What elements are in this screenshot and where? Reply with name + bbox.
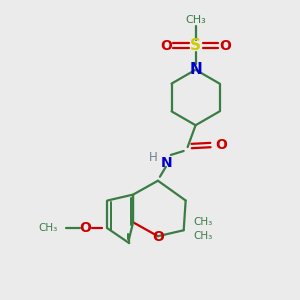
Text: CH₃: CH₃	[185, 15, 206, 25]
Text: H: H	[149, 152, 158, 164]
Text: O: O	[215, 138, 227, 152]
Text: S: S	[190, 38, 201, 53]
Text: N: N	[161, 156, 173, 170]
Text: O: O	[219, 39, 231, 53]
Text: O: O	[80, 221, 92, 235]
Text: N: N	[189, 62, 202, 77]
Text: O: O	[160, 39, 172, 53]
Text: CH₃: CH₃	[194, 217, 213, 227]
Text: CH₃: CH₃	[194, 231, 213, 241]
Text: O: O	[152, 230, 164, 244]
Text: CH₃: CH₃	[39, 223, 58, 233]
